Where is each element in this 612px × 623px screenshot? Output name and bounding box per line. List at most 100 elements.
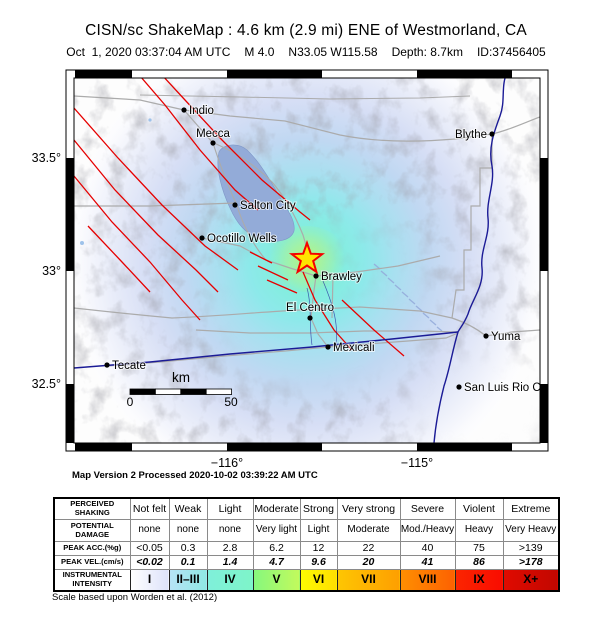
small-lake <box>80 241 84 245</box>
instrumental-intensity-row: INSTRUMENTAL INTENSITY I II–III IV V VI … <box>53 568 560 592</box>
axis-labels: 33.5° 33° 32.5° −116° −115° <box>32 151 433 470</box>
intensity-cell: VI <box>299 568 338 592</box>
city-dot <box>104 362 110 368</box>
scale-bar: km 0 50 <box>127 370 238 409</box>
city-label: Mexicali <box>333 342 375 354</box>
perceived-shaking-row: PERCEIVED SHAKING Not felt Weak Light Mo… <box>53 497 560 521</box>
legend-cell: 41 <box>399 554 456 570</box>
city-label: Brawley <box>321 271 362 283</box>
table-footnote: Scale based upon Worden et al. (2012) <box>52 592 218 603</box>
legend-cell: none <box>206 519 254 542</box>
city-label: Tecate <box>112 360 146 372</box>
lat-tick-label: 33.5° <box>32 151 61 165</box>
intensity-legend-table: PERCEIVED SHAKING Not felt Weak Light Mo… <box>53 497 560 592</box>
dunes-hatching <box>373 263 443 332</box>
city-label: Yuma <box>491 331 521 343</box>
row-header: PEAK VEL.(cm/s) <box>53 554 131 570</box>
city-marker: Tecate <box>104 359 147 373</box>
legend-cell: 40 <box>399 540 456 556</box>
city-dot <box>456 384 462 390</box>
small-lake <box>148 118 152 122</box>
legend-cell: Strong <box>299 497 338 521</box>
epicenter-star <box>288 240 326 275</box>
city-marker: Yuma <box>483 330 522 344</box>
legend-cell: Moderate <box>336 519 401 542</box>
city-marker: Ocotillo Wells <box>199 232 278 246</box>
row-header: INSTRUMENTAL INTENSITY <box>53 568 131 592</box>
intensity-cell: II–III <box>168 568 208 592</box>
lat-tick-label: 33° <box>42 264 61 278</box>
peak-vel-row: PEAK VEL.(cm/s) <0.02 0.1 1.4 4.7 9.6 20… <box>53 554 560 570</box>
legend-cell: Very strong <box>336 497 401 521</box>
scale-end-label: 50 <box>224 395 238 409</box>
city-dot <box>199 235 205 241</box>
legend-cell: Weak <box>168 497 208 521</box>
city-label: Blythe <box>455 129 487 141</box>
legend-cell: 12 <box>299 540 338 556</box>
potential-damage-row: POTENTIAL DAMAGE none none none Very lig… <box>53 519 560 542</box>
legend-cell: >178 <box>502 554 560 570</box>
legend-cell: 86 <box>454 554 504 570</box>
legend-cell: >139 <box>502 540 560 556</box>
legend-cell: Mod./Heavy <box>399 519 456 542</box>
city-marker: Blythe <box>454 128 495 142</box>
city-dot <box>232 202 238 208</box>
title-block: CISN/sc ShakeMap : 4.6 km (2.9 mi) ENE o… <box>0 22 612 59</box>
city-marker: Mexicali <box>325 341 376 355</box>
city-dot <box>483 333 489 339</box>
legend-cell: 1.4 <box>206 554 254 570</box>
legend-cell: Not felt <box>129 497 170 521</box>
roads <box>74 94 540 367</box>
city-dot <box>210 140 216 146</box>
city-label: San Luis Rio Colo <box>464 382 556 394</box>
legend-cell: Heavy <box>454 519 504 542</box>
legend-cell: <0.05 <box>129 540 170 556</box>
city-marker: El Centro <box>285 301 335 321</box>
intensity-cell: VII <box>336 568 401 592</box>
legend-cell: 9.6 <box>299 554 338 570</box>
scale-start-label: 0 <box>127 395 134 409</box>
legend-cell: Moderate <box>252 497 301 521</box>
lat-tick-label: 32.5° <box>32 377 61 391</box>
city-marker: Salton City <box>232 199 297 213</box>
city-marker: Brawley <box>313 270 363 284</box>
lon-tick-label: −116° <box>211 456 243 470</box>
city-dot <box>307 315 313 321</box>
city-dot <box>489 131 495 137</box>
row-header: PEAK ACC.(%g) <box>53 540 131 556</box>
legend-cell: Violent <box>454 497 504 521</box>
legend-cell: 22 <box>336 540 401 556</box>
lon-tick-label: −115° <box>401 456 433 470</box>
legend-cell: 6.2 <box>252 540 301 556</box>
intensity-cell: X+ <box>502 568 560 592</box>
page-title: CISN/sc ShakeMap : 4.6 km (2.9 mi) ENE o… <box>85 22 527 39</box>
fault-lines <box>74 78 405 357</box>
city-marker: Indio <box>181 104 215 118</box>
city-dot <box>181 107 187 113</box>
intensity-cell: I <box>129 568 170 592</box>
event-datetime: Oct 1, 2020 03:37:04 AM UTC <box>66 45 231 59</box>
city-dot <box>313 273 319 279</box>
legend-cell: 20 <box>336 554 401 570</box>
peak-acc-row: PEAK ACC.(%g) <0.05 0.3 2.8 6.2 12 22 40… <box>53 540 560 556</box>
legend-cell: <0.02 <box>129 554 170 570</box>
city-label: El Centro <box>286 302 334 314</box>
event-id: ID:37456405 <box>476 45 546 59</box>
row-header: POTENTIAL DAMAGE <box>53 519 131 542</box>
event-magnitude: M 4.0 <box>244 45 275 59</box>
city-label: Ocotillo Wells <box>207 233 277 245</box>
legend-cell: Extreme <box>502 497 560 521</box>
intensity-cell: IX <box>454 568 504 592</box>
legend-cell: none <box>129 519 170 542</box>
city-dot <box>325 344 331 350</box>
legend-cell: Light <box>206 497 254 521</box>
legend-cell: 2.8 <box>206 540 254 556</box>
intensity-cell: VIII <box>399 568 456 592</box>
city-marker: Mecca <box>195 127 232 146</box>
city-markers: Indio Mecca Blythe Salton City Ocotillo … <box>104 104 556 395</box>
scale-unit-label: km <box>172 370 190 385</box>
legend-cell: 0.1 <box>168 554 208 570</box>
legend-cell: 75 <box>454 540 504 556</box>
city-label: Mecca <box>196 128 230 140</box>
